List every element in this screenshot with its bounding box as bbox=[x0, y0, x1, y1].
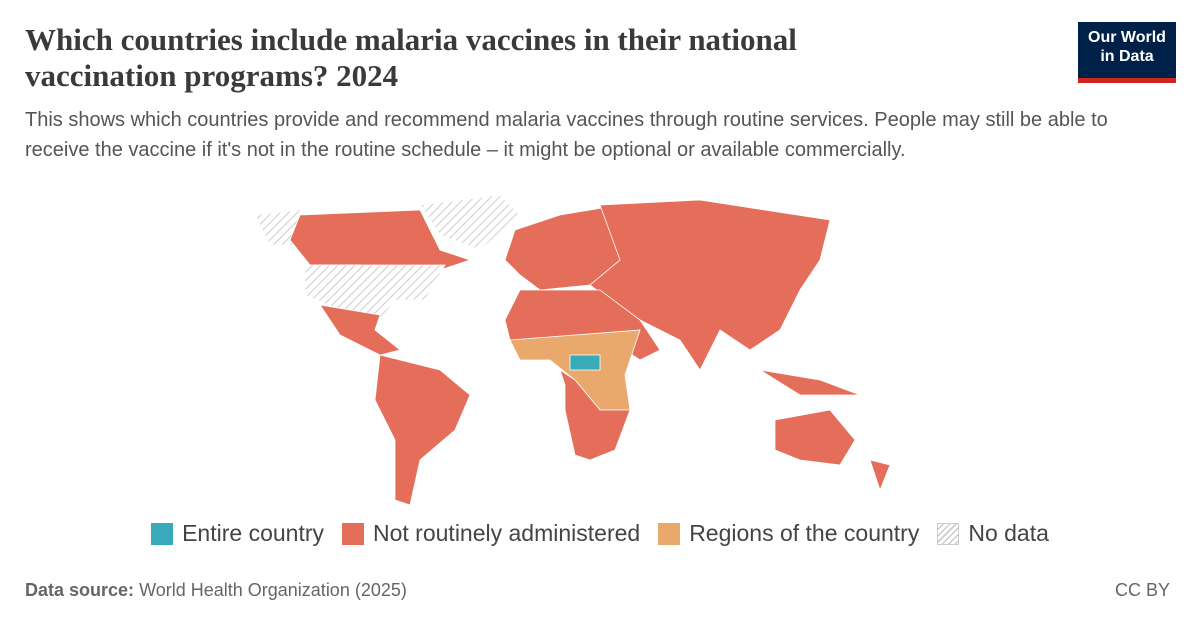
legend-swatch bbox=[658, 522, 681, 545]
united-states[interactable] bbox=[304, 264, 446, 321]
legend-label: Regions of the country bbox=[689, 520, 920, 546]
legend-swatch bbox=[937, 522, 960, 545]
world-map bbox=[254, 194, 891, 506]
legend-label: Not routinely administered bbox=[373, 520, 641, 546]
legend-item[interactable]: No data bbox=[937, 520, 1049, 547]
central-african-republic[interactable] bbox=[569, 354, 601, 371]
southern-africa[interactable] bbox=[559, 369, 631, 461]
australia[interactable] bbox=[774, 409, 856, 466]
legend-item[interactable]: Regions of the country bbox=[658, 520, 919, 547]
logo-line: in Data bbox=[1100, 48, 1154, 65]
title: Which countries include malaria vaccines… bbox=[25, 22, 797, 93]
legend-label: Entire country bbox=[182, 520, 324, 546]
south-america[interactable] bbox=[374, 354, 471, 506]
legend-swatch bbox=[342, 522, 364, 545]
logo[interactable]: Our World in Data bbox=[1078, 22, 1176, 83]
new-zealand[interactable] bbox=[869, 459, 891, 492]
legend-item[interactable]: Not routinely administered bbox=[342, 520, 640, 547]
license: CC BY bbox=[1114, 580, 1170, 600]
source-label: Data source: bbox=[25, 580, 135, 600]
greenland[interactable] bbox=[419, 194, 521, 251]
legend-label: No data bbox=[968, 520, 1049, 546]
legend-swatch bbox=[151, 522, 174, 545]
source: World Health Organization (2025) bbox=[139, 580, 407, 600]
subtitle: This shows which countries provide and r… bbox=[25, 109, 1108, 161]
southeast-asia[interactable] bbox=[759, 369, 861, 396]
footer: Data source: World Health Organization (… bbox=[25, 580, 407, 601]
legend-item[interactable]: Entire country bbox=[151, 520, 324, 547]
central-america[interactable] bbox=[319, 304, 401, 356]
legend: Entire country Not routinely administered… bbox=[0, 520, 1200, 547]
logo-line: Our World bbox=[1088, 29, 1166, 46]
